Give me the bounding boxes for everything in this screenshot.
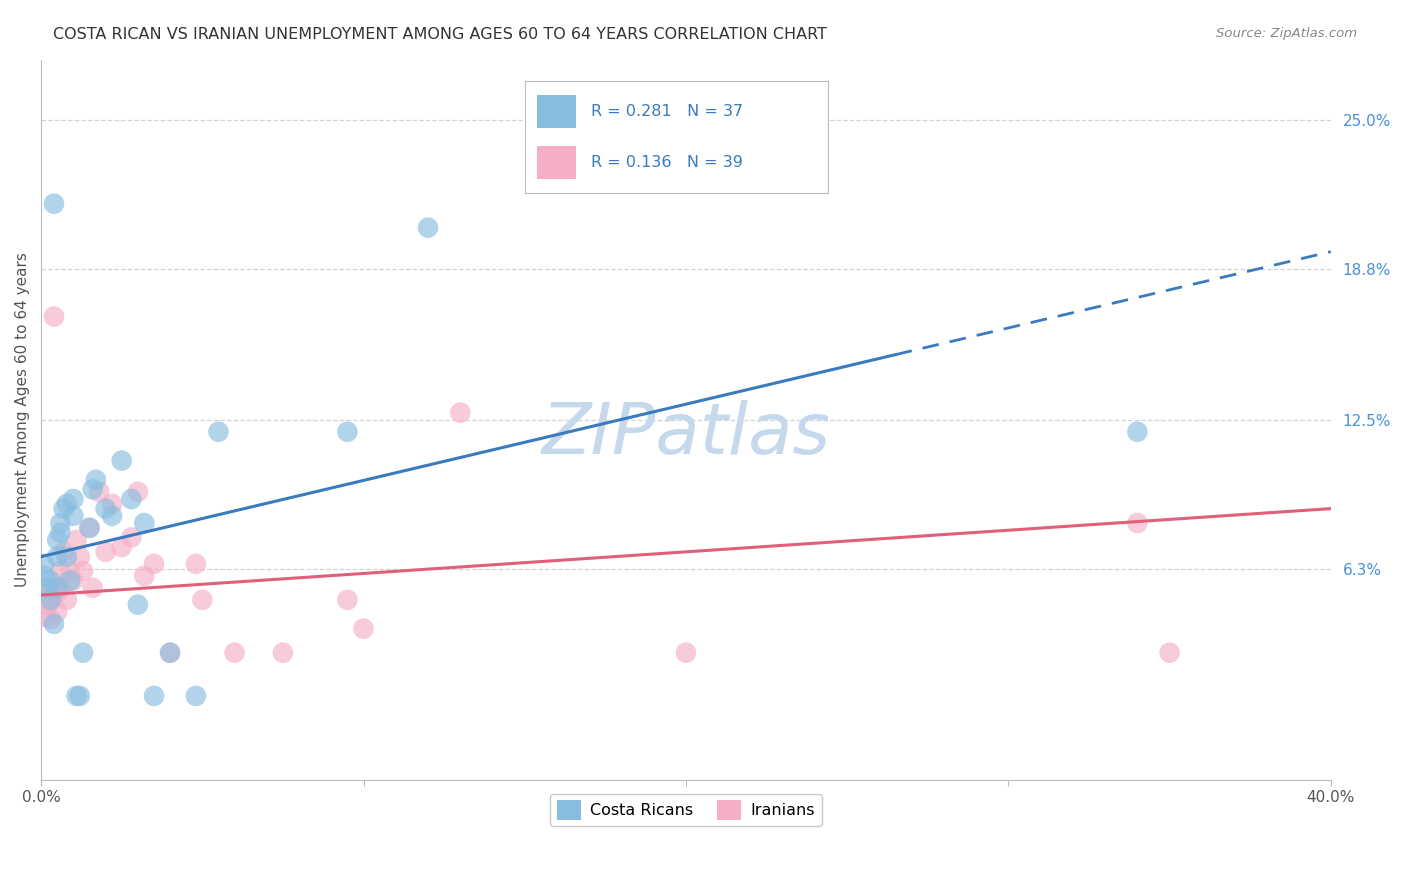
Point xyxy=(1126,425,1149,439)
Point xyxy=(207,425,229,439)
Point xyxy=(449,406,471,420)
Point xyxy=(184,689,207,703)
Point xyxy=(159,646,181,660)
Point xyxy=(353,622,375,636)
Point xyxy=(42,196,65,211)
Point xyxy=(89,484,111,499)
Point xyxy=(46,549,69,564)
Point xyxy=(111,453,134,467)
Point xyxy=(271,646,294,660)
Point xyxy=(79,521,101,535)
Point xyxy=(65,533,87,547)
Text: ZIPatlas: ZIPatlas xyxy=(541,400,831,468)
Point xyxy=(62,574,84,588)
Point xyxy=(46,585,69,599)
Point xyxy=(49,564,72,578)
Point xyxy=(72,646,94,660)
Point xyxy=(72,564,94,578)
Point xyxy=(39,581,62,595)
Point xyxy=(59,564,82,578)
Point xyxy=(49,525,72,540)
Point xyxy=(101,497,124,511)
Point xyxy=(94,545,117,559)
Point xyxy=(39,612,62,626)
Point xyxy=(34,609,56,624)
Point xyxy=(159,646,181,660)
Y-axis label: Unemployment Among Ages 60 to 64 years: Unemployment Among Ages 60 to 64 years xyxy=(15,252,30,587)
Point xyxy=(62,508,84,523)
Point xyxy=(52,545,75,559)
Point xyxy=(42,310,65,324)
Point xyxy=(42,616,65,631)
Point xyxy=(46,605,69,619)
Point xyxy=(34,557,56,571)
Point xyxy=(120,491,142,506)
Point xyxy=(82,581,104,595)
Point xyxy=(39,592,62,607)
Point xyxy=(134,569,156,583)
Point xyxy=(46,581,69,595)
Point xyxy=(82,483,104,497)
Point xyxy=(120,531,142,545)
Point xyxy=(49,516,72,530)
Point xyxy=(416,220,439,235)
Point xyxy=(191,592,214,607)
Point xyxy=(143,689,166,703)
Point xyxy=(84,473,107,487)
Point xyxy=(56,549,79,564)
Point xyxy=(39,574,62,588)
Point xyxy=(79,521,101,535)
Point xyxy=(42,588,65,602)
Point xyxy=(56,497,79,511)
Point xyxy=(37,581,59,595)
Point xyxy=(59,574,82,588)
Point xyxy=(1126,516,1149,530)
Point xyxy=(184,557,207,571)
Point xyxy=(127,484,149,499)
Point xyxy=(34,569,56,583)
Text: COSTA RICAN VS IRANIAN UNEMPLOYMENT AMONG AGES 60 TO 64 YEARS CORRELATION CHART: COSTA RICAN VS IRANIAN UNEMPLOYMENT AMON… xyxy=(53,27,827,42)
Text: Source: ZipAtlas.com: Source: ZipAtlas.com xyxy=(1216,27,1357,40)
Point xyxy=(336,592,359,607)
Point xyxy=(46,533,69,547)
Point xyxy=(111,540,134,554)
Point xyxy=(65,689,87,703)
Point xyxy=(1159,646,1181,660)
Point xyxy=(37,598,59,612)
Point xyxy=(34,592,56,607)
Point xyxy=(69,549,91,564)
Point xyxy=(675,646,697,660)
Point xyxy=(127,598,149,612)
Point xyxy=(52,501,75,516)
Point xyxy=(94,501,117,516)
Point xyxy=(224,646,246,660)
Point xyxy=(101,508,124,523)
Point xyxy=(62,491,84,506)
Point xyxy=(336,425,359,439)
Point xyxy=(143,557,166,571)
Point xyxy=(49,581,72,595)
Point xyxy=(69,689,91,703)
Point xyxy=(134,516,156,530)
Legend: Costa Ricans, Iranians: Costa Ricans, Iranians xyxy=(550,794,821,826)
Point xyxy=(56,592,79,607)
